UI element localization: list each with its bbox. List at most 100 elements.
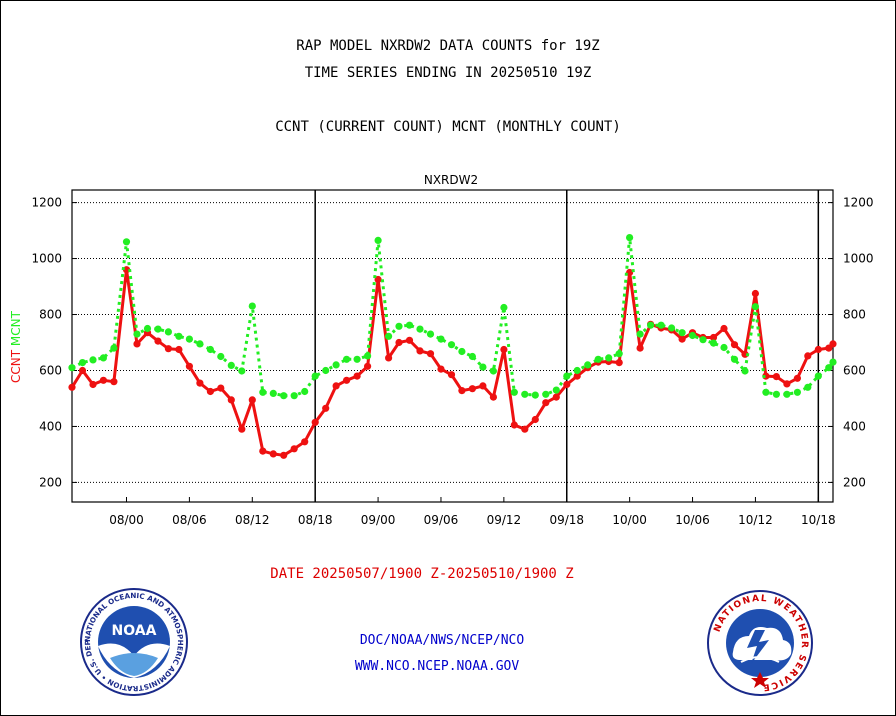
data-point-mcnt [829, 358, 837, 366]
data-point-ccnt [563, 380, 571, 389]
data-point-ccnt [521, 425, 529, 433]
data-point-ccnt [227, 396, 235, 404]
data-point-ccnt [68, 383, 76, 391]
x-tick-label: 10/06 [675, 513, 710, 527]
data-point-mcnt [772, 390, 781, 398]
y-tick-label-right: 400 [843, 419, 866, 433]
data-point-mcnt [99, 354, 107, 362]
data-point-ccnt [542, 399, 550, 407]
data-point-mcnt [804, 383, 812, 391]
data-point-ccnt [301, 438, 309, 446]
data-point-ccnt [720, 324, 728, 333]
data-point-mcnt [332, 361, 340, 369]
data-point-mcnt [405, 321, 414, 329]
data-point-ccnt [248, 396, 256, 404]
data-point-ccnt [772, 373, 781, 381]
x-tick-label: 09/00 [361, 513, 396, 527]
data-point-mcnt [110, 344, 118, 352]
y-tick-label-right: 1200 [843, 196, 874, 210]
data-point-ccnt [395, 338, 403, 347]
y-tick-label-left: 800 [39, 308, 62, 322]
data-point-ccnt [259, 447, 267, 455]
data-point-mcnt [154, 325, 162, 333]
org-text: DOC/NOAA/NWS/NCEP/NCO [359, 633, 525, 648]
chart-title-line3: CCNT (CURRENT COUNT) MCNT (MONTHLY COUNT… [275, 119, 621, 135]
data-point-mcnt [783, 390, 791, 398]
data-point-mcnt [301, 387, 309, 396]
data-point-mcnt [647, 321, 655, 329]
x-tick-label: 09/18 [549, 513, 584, 527]
data-point-mcnt [290, 392, 298, 400]
data-point-mcnt [730, 355, 739, 363]
data-point-ccnt [730, 341, 739, 349]
data-point-ccnt [426, 350, 435, 358]
x-tick-label: 09/12 [487, 513, 522, 527]
data-point-mcnt [762, 388, 770, 396]
data-point-mcnt [615, 350, 623, 358]
data-point-mcnt [364, 352, 372, 360]
data-point-ccnt [405, 336, 414, 344]
y-axis-label-ccnt: CCNT [9, 349, 23, 383]
data-point-mcnt [238, 367, 246, 375]
data-point-ccnt [447, 371, 456, 379]
data-point-mcnt [636, 330, 644, 338]
data-point-mcnt [175, 332, 183, 340]
data-point-ccnt [437, 365, 445, 373]
series-line-ccnt [70, 268, 835, 457]
data-point-ccnt [78, 366, 87, 375]
data-point-ccnt [804, 352, 812, 360]
data-point-ccnt [217, 384, 225, 392]
data-point-ccnt [829, 340, 837, 348]
data-point-ccnt [353, 372, 361, 380]
data-point-mcnt [447, 341, 456, 349]
data-point-mcnt [280, 392, 288, 400]
data-point-ccnt [175, 345, 183, 354]
series-group [68, 234, 837, 459]
data-point-mcnt [573, 366, 581, 375]
svg-text:NOAA: NOAA [112, 623, 157, 639]
data-point-ccnt [374, 275, 382, 284]
data-point-ccnt [269, 450, 277, 458]
y-tick-label-left: 1200 [31, 196, 62, 210]
data-point-ccnt [468, 385, 476, 393]
y-tick-label-left: 400 [39, 419, 62, 433]
data-point-ccnt [416, 347, 424, 355]
x-tick-label: 09/06 [424, 513, 459, 527]
data-point-mcnt [468, 352, 476, 361]
y-tick-label-left: 1000 [31, 252, 62, 266]
data-point-ccnt [343, 376, 351, 384]
x-tick-label: 08/00 [109, 513, 144, 527]
data-point-mcnt [814, 372, 822, 380]
data-point-ccnt [783, 380, 791, 388]
noaa-logo-icon: NATIONAL OCEANIC AND ATMOSPHERIC ADMINIS… [80, 588, 188, 696]
data-point-mcnt [626, 234, 634, 242]
x-tick-label: 08/18 [298, 513, 333, 527]
x-tick-label: 10/18 [801, 513, 836, 527]
data-point-mcnt [385, 332, 393, 340]
data-point-ccnt [489, 393, 497, 401]
axes: 200 200 400 400 600 600 800 800 1000 1000 1200 1200… [31, 189, 874, 527]
y-axis-label-mcnt: MCNT [9, 310, 23, 350]
data-point-mcnt [164, 328, 172, 336]
data-point-mcnt [500, 303, 508, 312]
data-point-mcnt [185, 335, 193, 343]
x-tick-label: 08/12 [235, 513, 270, 527]
data-point-mcnt [343, 355, 351, 363]
data-point-mcnt [584, 361, 592, 369]
data-point-ccnt [793, 374, 802, 382]
data-point-ccnt [99, 376, 107, 384]
data-point-ccnt [500, 345, 508, 354]
data-point-mcnt [196, 340, 204, 348]
data-point-ccnt [154, 337, 162, 345]
data-point-mcnt [322, 366, 330, 375]
data-point-mcnt [374, 236, 382, 244]
data-point-mcnt [78, 359, 87, 367]
data-point-mcnt [89, 356, 97, 364]
data-point-mcnt [269, 389, 277, 397]
data-point-mcnt [720, 343, 728, 352]
data-point-ccnt [280, 451, 288, 459]
website-link[interactable]: WWW.NCO.NCEP.NOAA.GOV [354, 659, 520, 674]
data-point-ccnt [133, 340, 141, 348]
data-point-ccnt [290, 445, 298, 453]
chart-title-line2: TIME SERIES ENDING IN 20250510 19Z [304, 65, 592, 81]
